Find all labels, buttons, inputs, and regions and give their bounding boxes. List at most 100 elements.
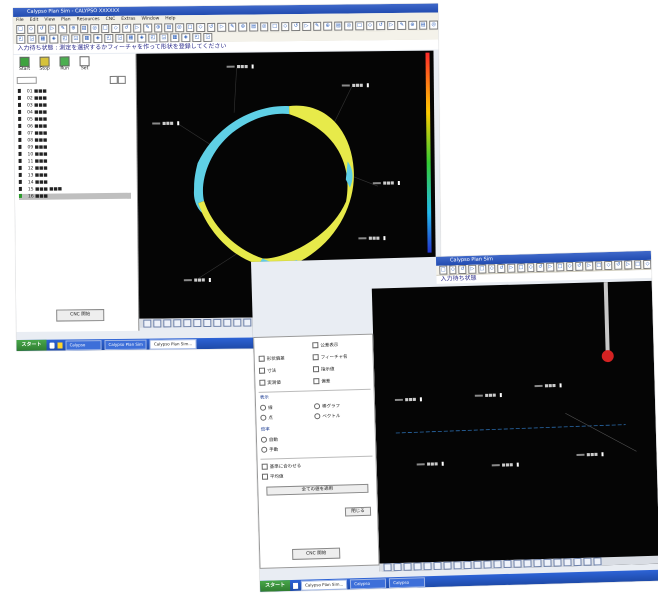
annotation-label[interactable]: ■■■ — [394, 396, 422, 402]
toolbar-tool-icon[interactable]: □ — [100, 23, 110, 34]
sort-icon[interactable] — [117, 75, 126, 84]
taskbar-item[interactable]: Calypso Plan Sim — [104, 339, 148, 350]
menu-item[interactable]: CNC — [105, 16, 116, 23]
tree-item[interactable]: 15 ■■■ ■■■ — [18, 186, 62, 192]
toolbar-tool-icon[interactable]: ◰ — [16, 34, 26, 44]
taskbar-item[interactable]: Calypso — [65, 339, 102, 350]
view-control-icon[interactable] — [453, 561, 462, 570]
toolbar-tool-icon[interactable]: ▦ — [38, 34, 48, 44]
toolbar-tool-icon[interactable]: ◰ — [104, 33, 114, 44]
toolbar-tool-icon[interactable]: ▷ — [624, 260, 633, 270]
close-button[interactable]: 閉じる — [344, 506, 372, 517]
toolbar-tool-icon[interactable]: ▦ — [126, 33, 136, 43]
toolbar-tool-icon[interactable]: ◈ — [49, 34, 59, 44]
toolbar-tool-icon[interactable]: ◇ — [448, 265, 457, 275]
toolbar-tool-icon[interactable]: ◇ — [26, 24, 36, 34]
toolbar-tool-icon[interactable]: □ — [633, 260, 642, 270]
view-control-icon[interactable] — [543, 558, 552, 567]
check-icon[interactable] — [109, 75, 118, 84]
toolbar-tool-icon[interactable]: ▷ — [468, 264, 477, 274]
view-control-icon[interactable] — [213, 318, 222, 327]
option-checkbox[interactable]: 形状偏差 — [258, 355, 285, 362]
option-checkbox[interactable]: フィーチャ名 — [312, 353, 348, 361]
toolbar-tool-icon[interactable]: ▷ — [546, 262, 555, 272]
toolbar-tool-icon[interactable]: □ — [185, 23, 195, 33]
toolbar-tool-icon[interactable]: ↺ — [37, 24, 47, 34]
view-control-icon[interactable] — [233, 318, 242, 327]
view-control-icon[interactable] — [183, 318, 192, 327]
annotation-label[interactable]: ■■■ — [534, 383, 562, 388]
annotation-label[interactable]: ■■■ — [372, 180, 400, 185]
view-control-icon[interactable] — [403, 562, 412, 571]
toolbar-tool-icon[interactable]: ✎ — [397, 20, 407, 30]
toolbar-tool-icon[interactable]: ◎ — [90, 24, 100, 34]
toolbar-tool-icon[interactable]: ◰ — [148, 33, 158, 43]
option-checkbox[interactable]: 基準に合わせる — [261, 463, 301, 471]
tree-item[interactable]: 05 ■■■ — [18, 116, 47, 123]
toolbar-tool-icon[interactable]: ▤ — [164, 23, 174, 33]
toolbar-tool-icon[interactable]: ▤ — [418, 20, 428, 30]
toolbar-tool-icon[interactable]: ◎ — [175, 23, 184, 33]
toolbar-tool-icon[interactable]: ✎ — [58, 24, 68, 34]
view-control-icon[interactable] — [573, 557, 582, 567]
option-checkbox[interactable]: 指示値 — [312, 366, 335, 373]
annotation-label[interactable]: ■■■ — [474, 392, 502, 398]
toolbar-tool-icon[interactable]: □ — [439, 265, 448, 275]
radio-option[interactable]: 手動 — [261, 446, 278, 453]
tree-item[interactable]: 08 ■■■ — [18, 137, 47, 144]
tree-item[interactable]: 04 ■■■ — [18, 109, 47, 116]
view-control-icon[interactable] — [223, 318, 232, 327]
toolbar-tool-icon[interactable]: ◲ — [27, 34, 37, 44]
menu-item[interactable]: Resources — [76, 17, 100, 23]
stop-button[interactable]: Stop — [37, 56, 53, 73]
toolbar-tool-icon[interactable]: ◇ — [281, 22, 290, 32]
toolbar-tool-icon[interactable]: ⊕ — [153, 23, 163, 33]
tree-item[interactable]: 09 ■■■ — [18, 144, 47, 151]
toolbar-tool-icon[interactable]: □ — [355, 21, 364, 31]
view-control-icon[interactable] — [513, 559, 522, 568]
annotation-label[interactable]: ■■■ — [341, 82, 369, 87]
apply-all-button[interactable]: 全ての値を適用 — [266, 483, 369, 496]
view-control-icon[interactable] — [553, 558, 562, 567]
view-control-icon[interactable] — [473, 560, 482, 569]
tree-item[interactable]: 07 ■■■ — [18, 130, 47, 137]
view-control-icon[interactable] — [593, 557, 602, 566]
toolbar-tool-icon[interactable]: ↺ — [122, 23, 131, 33]
start-menu-button[interactable]: スタート — [259, 580, 291, 592]
radio-option[interactable]: 線 — [259, 404, 273, 411]
annotation-label[interactable]: ■■■ — [576, 451, 604, 457]
view-control-icon[interactable] — [523, 559, 532, 568]
view-control-icon[interactable] — [193, 318, 202, 327]
annotation-label[interactable]: ■■■ — [491, 462, 519, 468]
toolbar-tool-icon[interactable]: ▦ — [82, 34, 92, 44]
toolbar-tool-icon[interactable]: ⊕ — [323, 21, 333, 31]
toolbar-tool-icon[interactable]: □ — [16, 24, 25, 34]
radio-option[interactable]: ベクトル — [314, 413, 340, 420]
annotation-label[interactable]: ■■■ — [152, 120, 179, 125]
tree-item[interactable]: 13 ■■■ — [18, 172, 48, 179]
toolbar-tool-icon[interactable]: ▦ — [170, 33, 180, 43]
3d-viewport[interactable]: ■■■ ■■■ ■■■ ■■■ ■■■ ■■■ — [371, 280, 658, 572]
toolbar-tool-icon[interactable]: ◎ — [344, 21, 354, 31]
toolbar-tool-icon[interactable]: ▷ — [47, 24, 57, 34]
view-control-icon[interactable] — [503, 559, 512, 569]
annotation-label[interactable]: ■■■ — [226, 64, 254, 69]
option-checkbox[interactable]: 偏差 — [313, 378, 330, 385]
toolbar-tool-icon[interactable]: ◇ — [487, 264, 496, 274]
radio-option[interactable]: 点 — [260, 414, 273, 421]
option-checkbox[interactable]: 寸法 — [258, 367, 276, 374]
radio-option[interactable]: 自動 — [260, 436, 278, 443]
toolbar-tool-icon[interactable]: ◈ — [137, 33, 147, 43]
taskbar-item[interactable]: Calypso — [350, 577, 387, 589]
set-button[interactable]: Set — [77, 56, 93, 72]
toolbar-tool-icon[interactable]: ◇ — [565, 261, 574, 272]
view-control-icon[interactable] — [443, 561, 452, 570]
tree-item[interactable]: 06 ■■■ — [18, 123, 47, 130]
toolbar-tool-icon[interactable]: ▷ — [132, 23, 142, 33]
tree-item[interactable]: 16 ■■■ — [18, 192, 132, 200]
annotation-label[interactable]: ■■■ — [416, 461, 444, 467]
toolbar-tool-icon[interactable]: ▷ — [302, 21, 311, 31]
menu-item[interactable]: Window — [141, 16, 160, 22]
view-control-icon[interactable] — [143, 319, 152, 328]
option-checkbox[interactable]: 実測値 — [259, 379, 281, 386]
